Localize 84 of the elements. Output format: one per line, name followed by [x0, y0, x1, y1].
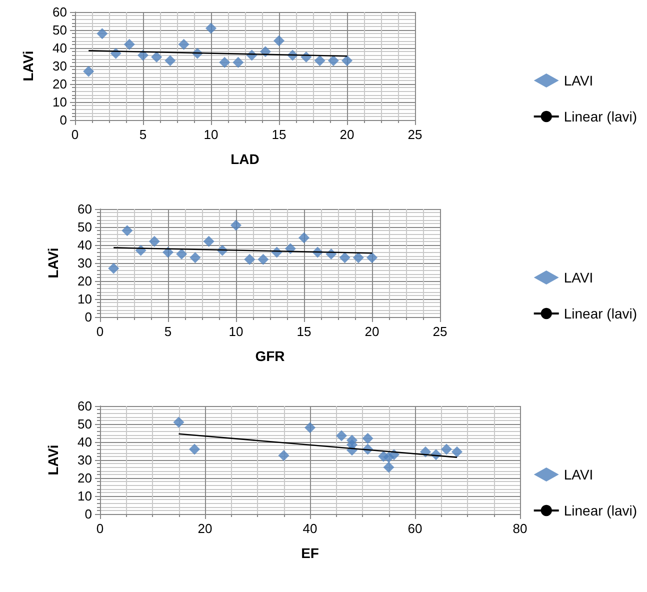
point	[352, 252, 364, 264]
x-tick-label: 20	[364, 324, 380, 339]
x-axis-title: EF	[301, 545, 320, 561]
point	[274, 35, 284, 46]
y-tick-label: 30	[78, 256, 92, 270]
point	[258, 254, 269, 265]
y-tick-label: 50	[78, 220, 92, 234]
point	[176, 248, 188, 260]
x-tick-label: 15	[296, 324, 312, 339]
point	[441, 444, 452, 455]
y-tick-label: 0	[84, 506, 92, 522]
point	[278, 450, 290, 461]
x-tick-label: 0	[96, 324, 104, 339]
point	[362, 432, 374, 444]
x-tick-label: 0	[96, 521, 104, 536]
point	[244, 254, 256, 265]
y-tick-label: 10	[78, 488, 92, 504]
x-tick-label: 20	[340, 127, 354, 142]
x-tick-label: 80	[512, 521, 528, 536]
point	[452, 446, 462, 458]
legend-label: Linear (lavi)	[564, 502, 638, 518]
x-tick-label: 10	[204, 127, 218, 142]
x-tick-label: 60	[408, 521, 422, 536]
point	[232, 56, 244, 68]
y-tick-label: 50	[52, 22, 67, 38]
legend-label: Linear (lavi)	[564, 108, 638, 124]
point	[190, 252, 201, 264]
x-tick-label: 40	[302, 521, 318, 536]
y-tick-label: 10	[78, 292, 92, 306]
point	[122, 225, 133, 236]
point	[164, 55, 176, 66]
point	[219, 56, 230, 68]
point	[328, 55, 339, 66]
legend-label: LAVI	[564, 466, 594, 482]
point	[383, 462, 394, 473]
x-tick-label: 10	[228, 324, 244, 339]
point	[148, 236, 160, 247]
point	[189, 444, 200, 455]
point	[230, 220, 242, 231]
point	[339, 252, 350, 264]
point	[342, 55, 352, 66]
y-tick-label: 40	[78, 434, 92, 450]
x-tick-label: 15	[272, 127, 286, 142]
y-tick-label: 50	[78, 416, 92, 432]
legend-label: Linear (lavi)	[564, 306, 638, 322]
y-tick-label: 0	[60, 112, 67, 128]
x-tick-label: 25	[408, 127, 422, 142]
y-tick-label: 40	[78, 238, 92, 252]
y-tick-label: 60	[78, 202, 92, 216]
legend-label: LAVI	[564, 270, 594, 286]
y-tick-label: 60	[78, 398, 92, 414]
y-tick-label: 20	[78, 470, 92, 486]
y-axis-title: LAVi	[45, 248, 61, 278]
point	[83, 66, 94, 77]
point	[336, 430, 347, 442]
x-tick-label: 5	[139, 127, 147, 142]
y-tick-label: 10	[52, 94, 67, 110]
point	[151, 52, 162, 62]
point	[178, 38, 190, 50]
point	[173, 416, 184, 428]
point	[124, 38, 135, 50]
point	[304, 422, 316, 434]
y-tick-label: 30	[78, 452, 92, 468]
point	[366, 252, 378, 264]
point	[108, 262, 120, 274]
x-axis-title: GFR	[255, 348, 285, 364]
x-tick-label: 25	[432, 324, 448, 339]
point	[314, 55, 326, 66]
point	[203, 236, 214, 247]
y-tick-label: 0	[84, 310, 92, 324]
y-tick-label: 40	[52, 40, 67, 56]
x-axis-title: LAD	[230, 151, 260, 167]
point	[206, 22, 216, 34]
y-tick-label: 60	[52, 4, 67, 20]
point	[298, 232, 310, 244]
y-axis-title: LAVi	[45, 444, 61, 476]
y-tick-label: 20	[78, 274, 92, 288]
x-tick-label: 5	[164, 324, 172, 339]
y-tick-label: 30	[52, 58, 67, 74]
y-axis-title: LAVi	[20, 50, 36, 82]
x-tick-label: 20	[198, 521, 212, 536]
point	[96, 28, 108, 40]
legend-label: LAVI	[564, 72, 594, 88]
y-tick-label: 20	[52, 76, 67, 92]
